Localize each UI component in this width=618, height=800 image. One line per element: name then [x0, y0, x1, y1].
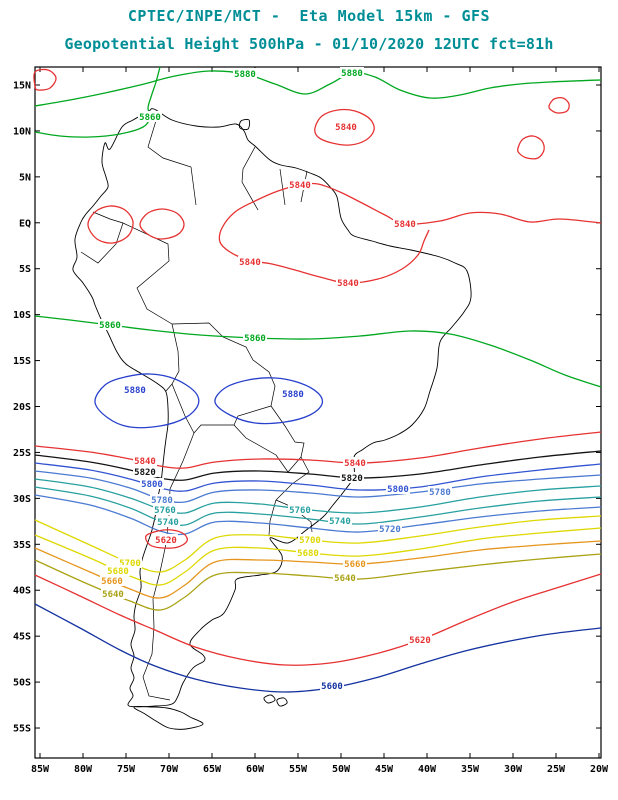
lon-label: 30W: [504, 764, 523, 775]
contour-label: 5600: [321, 682, 343, 692]
contour-5720-18: [34, 494, 602, 536]
contour-label: 5820: [134, 468, 156, 478]
contour-5620-23: [145, 529, 188, 549]
contour-5880-11: [214, 377, 324, 425]
contour-label: 5640: [334, 574, 356, 584]
islands: [133, 118, 288, 730]
lat-label: 55S: [13, 724, 31, 735]
contour-label: 5800: [387, 485, 409, 495]
contour-5840-7: [87, 205, 134, 244]
lon-label: 40W: [418, 764, 437, 775]
contour-5840-6: [548, 96, 570, 114]
contour-label: 5740: [329, 517, 351, 527]
contour-label: 5660: [344, 560, 366, 570]
contour-5660-21: [34, 540, 602, 599]
contour-label: 5760: [289, 506, 311, 516]
lon-label: 65W: [203, 764, 222, 775]
contour-label: 5880: [124, 386, 146, 396]
contour-5840-5: [516, 135, 545, 160]
contour-5840-9: [33, 68, 57, 91]
contour-label: 5840: [134, 457, 156, 467]
coastline: [72, 108, 472, 708]
lon-label: 35W: [461, 764, 480, 775]
lat-label: EQ: [19, 218, 31, 229]
contour-label: 5680: [297, 549, 319, 559]
contour-label: 5620: [409, 636, 431, 646]
contour-label: 5840: [289, 181, 311, 191]
lon-labels: 85W 80W 75W 70W 65W 60W 55W 50W 45W 40W 35W 30W 25W 2…: [31, 764, 609, 775]
lon-label: 45W: [375, 764, 394, 775]
contour-5760-16: [34, 478, 602, 514]
lon-label: 55W: [289, 764, 308, 775]
contour-label: 5880: [234, 70, 256, 80]
contour-5620-24: [34, 573, 602, 666]
lon-label: 85W: [31, 764, 50, 775]
lat-label: 35S: [13, 540, 31, 551]
lat-labels: 15N 10N 5N EQ 5S 10S 15S 20S 25S 30S 35S 40S 45S 50S 5…: [13, 81, 31, 735]
contour-5780-15: [34, 470, 602, 504]
lon-label: 70W: [160, 764, 179, 775]
contour-label: 5840: [239, 258, 261, 268]
contour-label: 5860: [244, 334, 266, 344]
contour-5820-13: [34, 450, 602, 481]
contour-5840-4: [314, 108, 375, 146]
contour-label: 5820: [341, 474, 363, 484]
contour-label: 5880: [282, 390, 304, 400]
axis-ticks: [35, 67, 601, 758]
lat-label: 20S: [13, 402, 31, 413]
contour-5840-3: [218, 182, 602, 284]
lat-label: 50S: [13, 678, 31, 689]
contour-label: 5620: [155, 536, 177, 546]
contour-5600-25: [34, 603, 602, 693]
lat-label: 15N: [13, 81, 31, 92]
contour-label: 5860: [99, 321, 121, 331]
contour-label: 5740: [157, 518, 179, 528]
lat-label: 45S: [13, 632, 31, 643]
lat-label: 10N: [13, 126, 31, 137]
lon-label: 80W: [74, 764, 93, 775]
contour-5860-1: [34, 66, 161, 138]
chart-subtitle: Geopotential Height 500hPa - 01/10/2020 …: [64, 35, 554, 53]
contour-label: 5660: [101, 577, 123, 587]
contour-label: 5860: [139, 113, 161, 123]
lat-label: 10S: [13, 310, 31, 321]
lat-label: 5S: [19, 264, 31, 275]
lon-label: 20W: [590, 764, 609, 775]
contour-5840-12: [34, 431, 602, 469]
contour-5740-17: [34, 486, 602, 526]
contour-label: 5700: [299, 536, 321, 546]
contour-5800-14: [34, 462, 602, 492]
contour-label: 5840: [394, 220, 416, 230]
contour-5640-22: [34, 553, 602, 611]
contour-5880-10: [94, 373, 200, 429]
lon-label: 60W: [246, 764, 265, 775]
lon-label: 25W: [547, 764, 566, 775]
lat-label: 5N: [19, 172, 31, 183]
contour-label: 5640: [102, 590, 124, 600]
lon-label: 75W: [117, 764, 136, 775]
map-frame: [34, 66, 602, 759]
contour-label: 5800: [141, 480, 163, 490]
contour-label: 5700: [119, 559, 141, 569]
lat-label: 25S: [13, 448, 31, 459]
contour-label: 5840: [335, 123, 357, 133]
contour-label: 5780: [429, 488, 451, 498]
contour-label: 5840: [344, 459, 366, 469]
lat-label: 30S: [13, 494, 31, 505]
contour-label: 5680: [107, 567, 129, 577]
contour-5880-0: [34, 70, 602, 107]
contour-label: 5840: [337, 279, 359, 289]
lat-label: 40S: [13, 586, 31, 597]
contour-5840-8: [139, 208, 185, 240]
lat-label: 15S: [13, 356, 31, 367]
contour-labels: 5880 5880 5860 5860 5860 5840 5840 5840 5840 5840…: [98, 67, 452, 692]
contour-label: 5880: [341, 69, 363, 79]
lon-label: 50W: [332, 764, 351, 775]
chart-title: CPTEC/INPE/MCT - Eta Model 15km - GFS: [127, 7, 491, 25]
contour-label: 5760: [154, 506, 176, 516]
contour-label: 5780: [151, 496, 173, 506]
contour-label: 5720: [379, 525, 401, 535]
